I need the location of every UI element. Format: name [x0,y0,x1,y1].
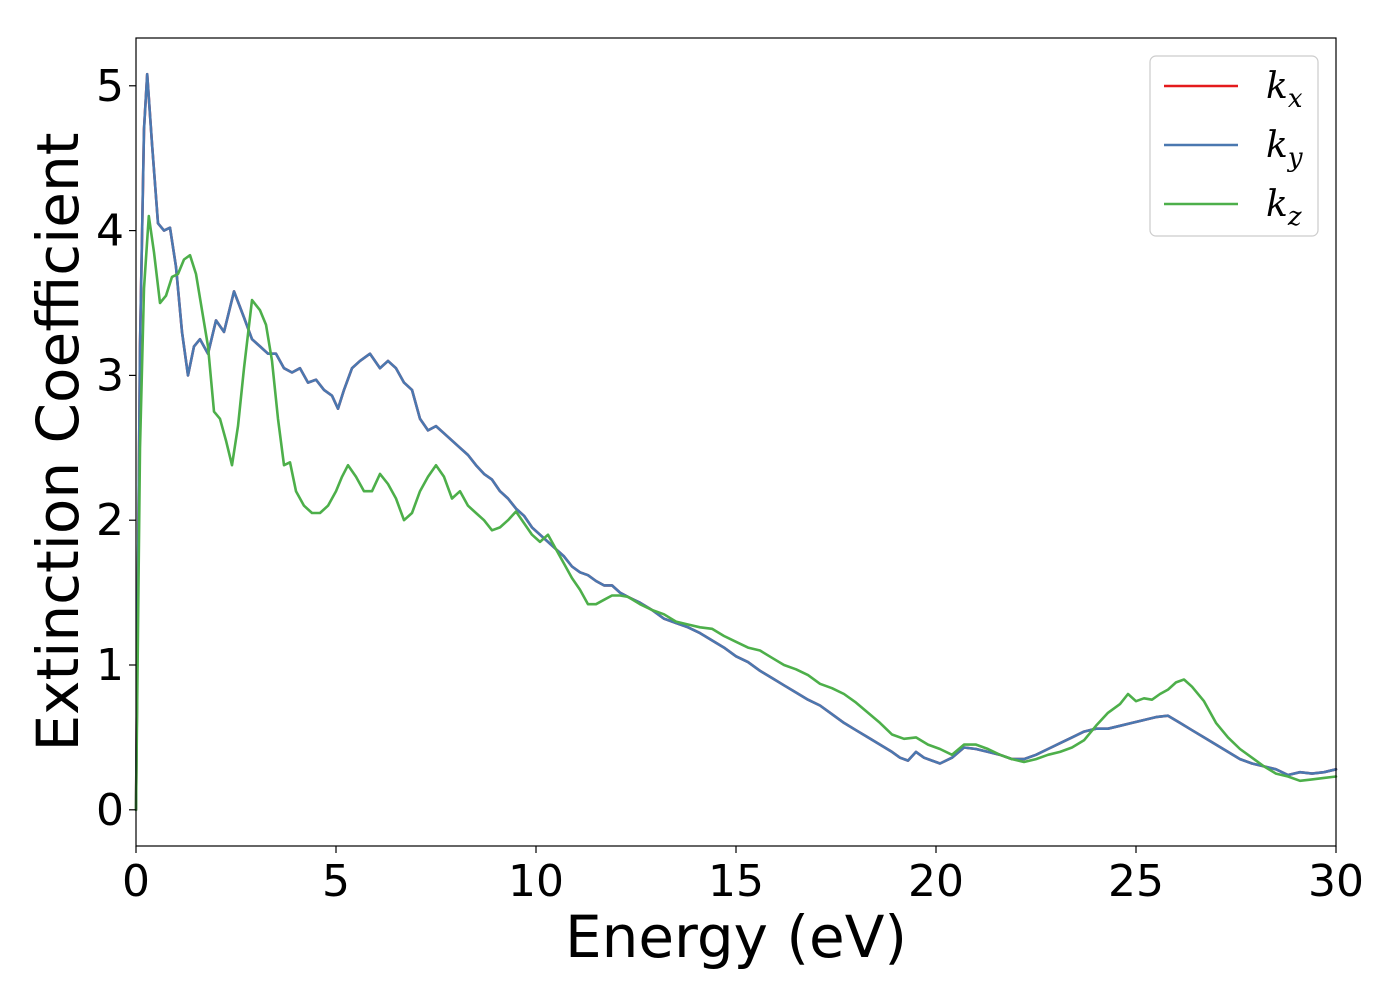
x-tick-label: 20 [908,856,964,907]
legend-label-y: ky [1266,125,1303,173]
plot-background [136,38,1336,846]
y-axis-ticks: 0 1 2 3 4 5 [96,61,136,836]
legend-label-x: kx [1266,66,1303,114]
y-tick-label: 4 [96,206,124,257]
y-tick-label: 3 [96,350,124,401]
y-tick-label: 1 [96,640,124,691]
x-tick-label: 5 [322,856,350,907]
y-tick-label: 0 [96,785,124,836]
series-layer [134,72,1338,812]
legend: kx ky kz [1149,55,1319,237]
x-tick-label: 15 [708,856,764,907]
series-line-y [134,72,1338,812]
x-axis-ticks: 0 5 10 15 20 25 30 [122,846,1364,907]
y-axis-title: Extinction Coefficient [24,133,92,752]
legend-label-z: kz [1266,184,1302,232]
x-axis-title: Energy (eV) [565,903,907,971]
x-tick-label: 0 [122,856,150,907]
y-tick-label: 2 [96,495,124,546]
y-tick-label: 5 [96,61,124,112]
series-line-z [134,214,1338,812]
x-tick-label: 30 [1308,856,1364,907]
x-tick-label: 10 [508,856,564,907]
x-tick-label: 25 [1108,856,1164,907]
